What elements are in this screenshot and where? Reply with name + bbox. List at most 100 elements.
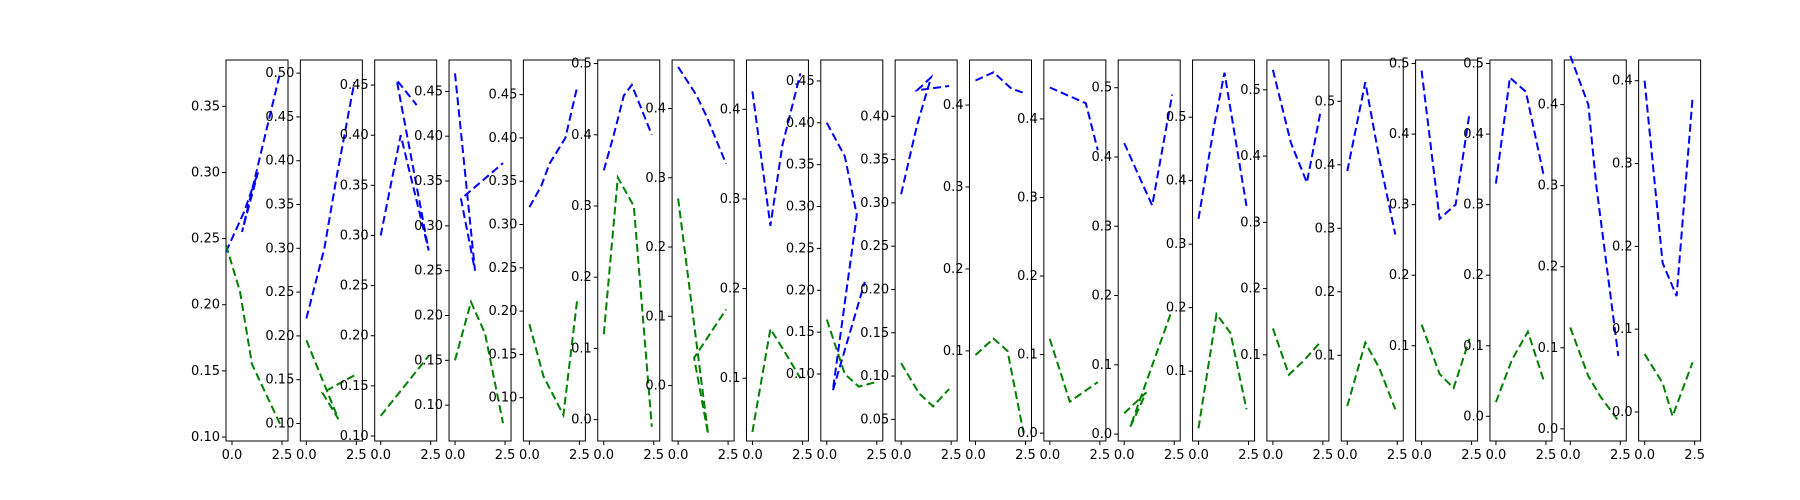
series-line-green [1048, 338, 1099, 404]
y-tick-label: 0.25 [191, 232, 220, 247]
series-line-green [454, 299, 504, 424]
x-tick-label: 0.0 [222, 448, 243, 463]
y-tick-label: 0.35 [340, 178, 369, 193]
x-tick-label: 2.5 [718, 448, 739, 463]
y-tick-label: 0.4 [1463, 127, 1484, 142]
x-tick-label: 0.0 [965, 448, 986, 463]
y-tick-label: 0.1 [943, 344, 964, 359]
y-tick-label: 0.0 [645, 379, 666, 394]
series-line-blue [305, 81, 356, 319]
y-tick-label: 0.1 [1389, 339, 1410, 354]
panel-frame [597, 59, 661, 442]
y-tick-label: 0.4 [571, 128, 592, 143]
y-tick-label: 0.2 [1389, 268, 1410, 283]
y-tick-label: 0.0 [1017, 426, 1038, 441]
y-tick-label: 0.2 [1538, 260, 1559, 275]
panel-frame [1638, 59, 1702, 442]
x-tick-label: 2.5 [569, 448, 590, 463]
x-tick-label: 2.5 [1461, 448, 1482, 463]
y-tick-label: 0.45 [786, 74, 815, 89]
series-line-blue [1643, 80, 1694, 297]
y-tick-label: 0.3 [1463, 198, 1484, 213]
series-line-blue [379, 79, 430, 251]
series-line-green [677, 198, 727, 435]
panel-frame [820, 59, 884, 442]
series-line-blue [225, 72, 281, 253]
y-tick-label: 0.35 [488, 174, 517, 189]
x-tick-label: 2.5 [1015, 448, 1036, 463]
x-tick-label: 0.0 [1411, 448, 1432, 463]
y-tick-label: 0.40 [488, 131, 517, 146]
y-tick-label: 0.10 [340, 429, 369, 444]
y-tick-label: 0.10 [860, 369, 889, 384]
y-tick-label: 0.30 [488, 218, 517, 233]
series-line-blue [1197, 72, 1248, 219]
y-tick-label: 0.30 [860, 196, 889, 211]
y-tick-label: 0.0 [1538, 422, 1559, 437]
y-tick-label: 0.05 [860, 412, 889, 427]
y-tick-label: 0.1 [1538, 341, 1559, 356]
x-tick-label: 2.5 [792, 448, 813, 463]
panel-frame [894, 59, 958, 442]
x-tick-label: 0.0 [816, 448, 837, 463]
y-tick-label: 0.2 [571, 270, 592, 285]
series-line-green [751, 326, 802, 433]
y-tick-label: 0.3 [1612, 157, 1633, 172]
panel-frame [1043, 59, 1107, 442]
y-tick-label: 0.35 [860, 153, 889, 168]
y-tick-label: 0.2 [1463, 268, 1484, 283]
x-tick-label: 2.5 [1313, 448, 1334, 463]
x-tick-label: 0.0 [1114, 448, 1135, 463]
y-tick-label: 0.1 [1463, 339, 1484, 354]
y-tick-label: 0.3 [1166, 237, 1187, 252]
y-tick-label: 0.45 [414, 84, 443, 99]
y-tick-label: 0.15 [488, 347, 517, 362]
y-tick-label: 0.1 [1092, 358, 1113, 373]
y-tick-label: 0.25 [414, 264, 443, 279]
x-tick-label: 0.0 [1188, 448, 1209, 463]
y-tick-label: 0.3 [645, 171, 666, 186]
series-line-green [900, 362, 950, 408]
x-tick-label: 2.5 [866, 448, 887, 463]
y-tick-label: 0.40 [786, 116, 815, 131]
y-tick-label: 0.2 [1017, 269, 1038, 284]
series-line-blue [751, 73, 802, 226]
y-tick-label: 0.15 [786, 325, 815, 340]
y-tick-label: 0.4 [1166, 174, 1187, 189]
y-tick-label: 0.5 [1315, 94, 1336, 109]
series-line-blue [975, 71, 1024, 94]
series-line-green [602, 174, 653, 427]
x-tick-label: 2.5 [1684, 448, 1705, 463]
x-tick-label: 0.0 [296, 448, 317, 463]
panel-frame [448, 59, 512, 442]
panel-frame [522, 59, 586, 442]
x-tick-label: 0.0 [593, 448, 614, 463]
x-tick-label: 0.0 [668, 448, 689, 463]
series-line-blue [602, 82, 653, 171]
series-line-blue [454, 73, 504, 271]
y-tick-label: 0.4 [1538, 98, 1559, 113]
y-tick-label: 0.1 [1166, 364, 1187, 379]
y-tick-label: 0.2 [1092, 289, 1113, 304]
y-tick-label: 0.40 [340, 128, 369, 143]
series-line-green [1123, 309, 1174, 428]
series-line-green [825, 319, 876, 388]
series-line-blue [528, 85, 579, 208]
y-tick-label: 0.5 [1092, 81, 1113, 96]
y-tick-label: 0.1 [1240, 348, 1261, 363]
y-tick-label: 0.40 [414, 129, 443, 144]
panel-frame [969, 59, 1032, 442]
y-tick-label: 0.20 [414, 308, 443, 323]
y-tick-label: 0.45 [488, 88, 517, 103]
y-tick-label: 0.15 [191, 364, 220, 379]
panel-frame [745, 59, 809, 442]
x-tick-label: 0.0 [445, 448, 466, 463]
y-tick-label: 0.0 [571, 413, 592, 428]
y-tick-label: 0.20 [786, 283, 815, 298]
x-tick-label: 0.0 [742, 448, 763, 463]
y-tick-label: 0.35 [786, 158, 815, 173]
y-tick-label: 0.5 [571, 57, 592, 72]
series-line-blue [1346, 82, 1397, 235]
y-tick-label: 0.3 [943, 180, 964, 195]
y-tick-label: 0.1 [645, 309, 666, 324]
